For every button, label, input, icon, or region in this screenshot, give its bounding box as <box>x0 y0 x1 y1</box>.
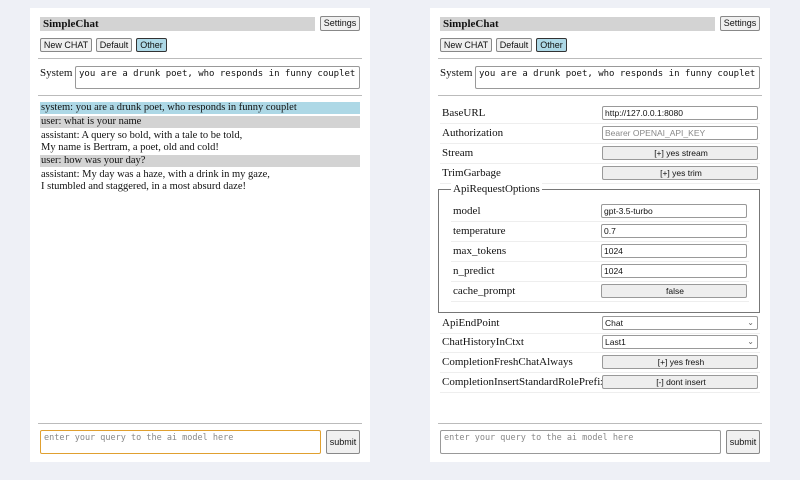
settings-button[interactable]: Settings <box>320 16 360 31</box>
label: Stream <box>442 147 474 159</box>
submit-button[interactable]: submit <box>726 430 760 454</box>
label: n_predict <box>453 265 495 277</box>
divider <box>438 95 762 96</box>
system-message: system: you are a drunk poet, who respon… <box>40 102 360 114</box>
option-model: model gpt-3.5-turbo <box>451 202 749 222</box>
label: ChatHistoryInCtxt <box>442 336 524 348</box>
option-max-tokens: max_tokens 1024 <box>451 242 749 262</box>
setting-stream: Stream [+] yes stream <box>440 144 760 164</box>
fresh-chat-toggle[interactable]: [+] yes fresh <box>602 355 758 369</box>
authorization-input[interactable]: Bearer OPENAI_API_KEY <box>602 126 758 140</box>
api-request-options-fieldset: ApiRequestOptions model gpt-3.5-turbo tem… <box>438 183 760 313</box>
other-chat-button[interactable]: Other <box>536 38 567 52</box>
chevron-down-icon: ⌄ <box>747 318 754 327</box>
setting-authorization: Authorization Bearer OPENAI_API_KEY <box>440 124 760 144</box>
system-label: System <box>40 67 73 79</box>
user-message: user: what is your name <box>40 116 360 128</box>
label: Authorization <box>442 127 504 139</box>
submit-button[interactable]: submit <box>326 430 360 454</box>
app-title: SimpleChat <box>440 17 715 31</box>
setting-base-url: BaseURL http://127.0.0.1:8080 <box>440 104 760 124</box>
fieldset-legend: ApiRequestOptions <box>451 183 542 195</box>
label: max_tokens <box>453 245 507 257</box>
temperature-input[interactable]: 0.7 <box>601 224 747 238</box>
base-url-input[interactable]: http://127.0.0.1:8080 <box>602 106 758 120</box>
system-prompt-input[interactable]: you are a drunk poet, who responds in fu… <box>75 66 360 89</box>
stream-toggle[interactable]: [+] yes stream <box>602 146 758 160</box>
setting-insert-prefix: CompletionInsertStandardRolePrefix [-] do… <box>440 373 760 393</box>
divider <box>38 423 362 424</box>
n-predict-input[interactable]: 1024 <box>601 264 747 278</box>
setting-api-endpoint: ApiEndPoint Chat ⌄ <box>440 314 760 334</box>
setting-chat-history: ChatHistoryInCtxt Last1 ⌄ <box>440 333 760 353</box>
trim-garbage-toggle[interactable]: [+] yes trim <box>602 166 758 180</box>
divider <box>438 423 762 424</box>
selected-value: Chat <box>605 318 623 328</box>
query-input[interactable]: enter your query to the ai model here <box>40 430 321 454</box>
label: BaseURL <box>442 107 486 119</box>
default-chat-button[interactable]: Default <box>496 38 532 52</box>
system-label: System <box>440 67 473 79</box>
divider <box>438 58 762 59</box>
message-line: I stumbled and staggered, in a most absu… <box>41 181 246 192</box>
system-prompt-input[interactable]: you are a drunk poet, who responds in fu… <box>475 66 760 89</box>
label: temperature <box>453 225 506 237</box>
label: ApiEndPoint <box>442 317 500 329</box>
app-title: SimpleChat <box>40 17 315 31</box>
max-tokens-input[interactable]: 1024 <box>601 244 747 258</box>
user-message: user: how was your day? <box>40 155 360 167</box>
label: CompletionFreshChatAlways <box>442 356 573 368</box>
chat-history-select[interactable]: Last1 ⌄ <box>602 335 758 349</box>
label: TrimGarbage <box>442 167 501 179</box>
insert-prefix-toggle[interactable]: [-] dont insert <box>602 375 758 389</box>
label: CompletionInsertStandardRolePrefix <box>442 376 606 388</box>
message-line: assistant: My day was a haze, with a dri… <box>41 169 270 180</box>
assistant-message: assistant: My day was a haze, with a dri… <box>40 169 360 193</box>
api-endpoint-select[interactable]: Chat ⌄ <box>602 316 758 330</box>
message-line: assistant: A query so bold, with a tale … <box>41 130 243 141</box>
new-chat-button[interactable]: New CHAT <box>40 38 92 52</box>
setting-fresh-chat: CompletionFreshChatAlways [+] yes fresh <box>440 353 760 373</box>
message-line: My name is Bertram, a poet, old and cold… <box>41 142 219 153</box>
default-chat-button[interactable]: Default <box>96 38 132 52</box>
chevron-down-icon: ⌄ <box>747 337 754 346</box>
divider <box>38 95 362 96</box>
new-chat-button[interactable]: New CHAT <box>440 38 492 52</box>
option-temperature: temperature 0.7 <box>451 222 749 242</box>
settings-panel: SimpleChat Settings New CHAT Default Oth… <box>430 8 770 462</box>
settings-button[interactable]: Settings <box>720 16 760 31</box>
cache-prompt-toggle[interactable]: false <box>601 284 747 298</box>
chat-panel: SimpleChat Settings New CHAT Default Oth… <box>30 8 370 462</box>
selected-value: Last1 <box>605 337 626 347</box>
option-cache-prompt: cache_prompt false <box>451 282 749 302</box>
option-n-predict: n_predict 1024 <box>451 262 749 282</box>
assistant-message: assistant: A query so bold, with a tale … <box>40 130 360 154</box>
other-chat-button[interactable]: Other <box>136 38 167 52</box>
query-input[interactable]: enter your query to the ai model here <box>440 430 721 454</box>
divider <box>38 58 362 59</box>
setting-trim-garbage: TrimGarbage [+] yes trim <box>440 164 760 184</box>
label: cache_prompt <box>453 285 516 297</box>
model-input[interactable]: gpt-3.5-turbo <box>601 204 747 218</box>
label: model <box>453 205 481 217</box>
